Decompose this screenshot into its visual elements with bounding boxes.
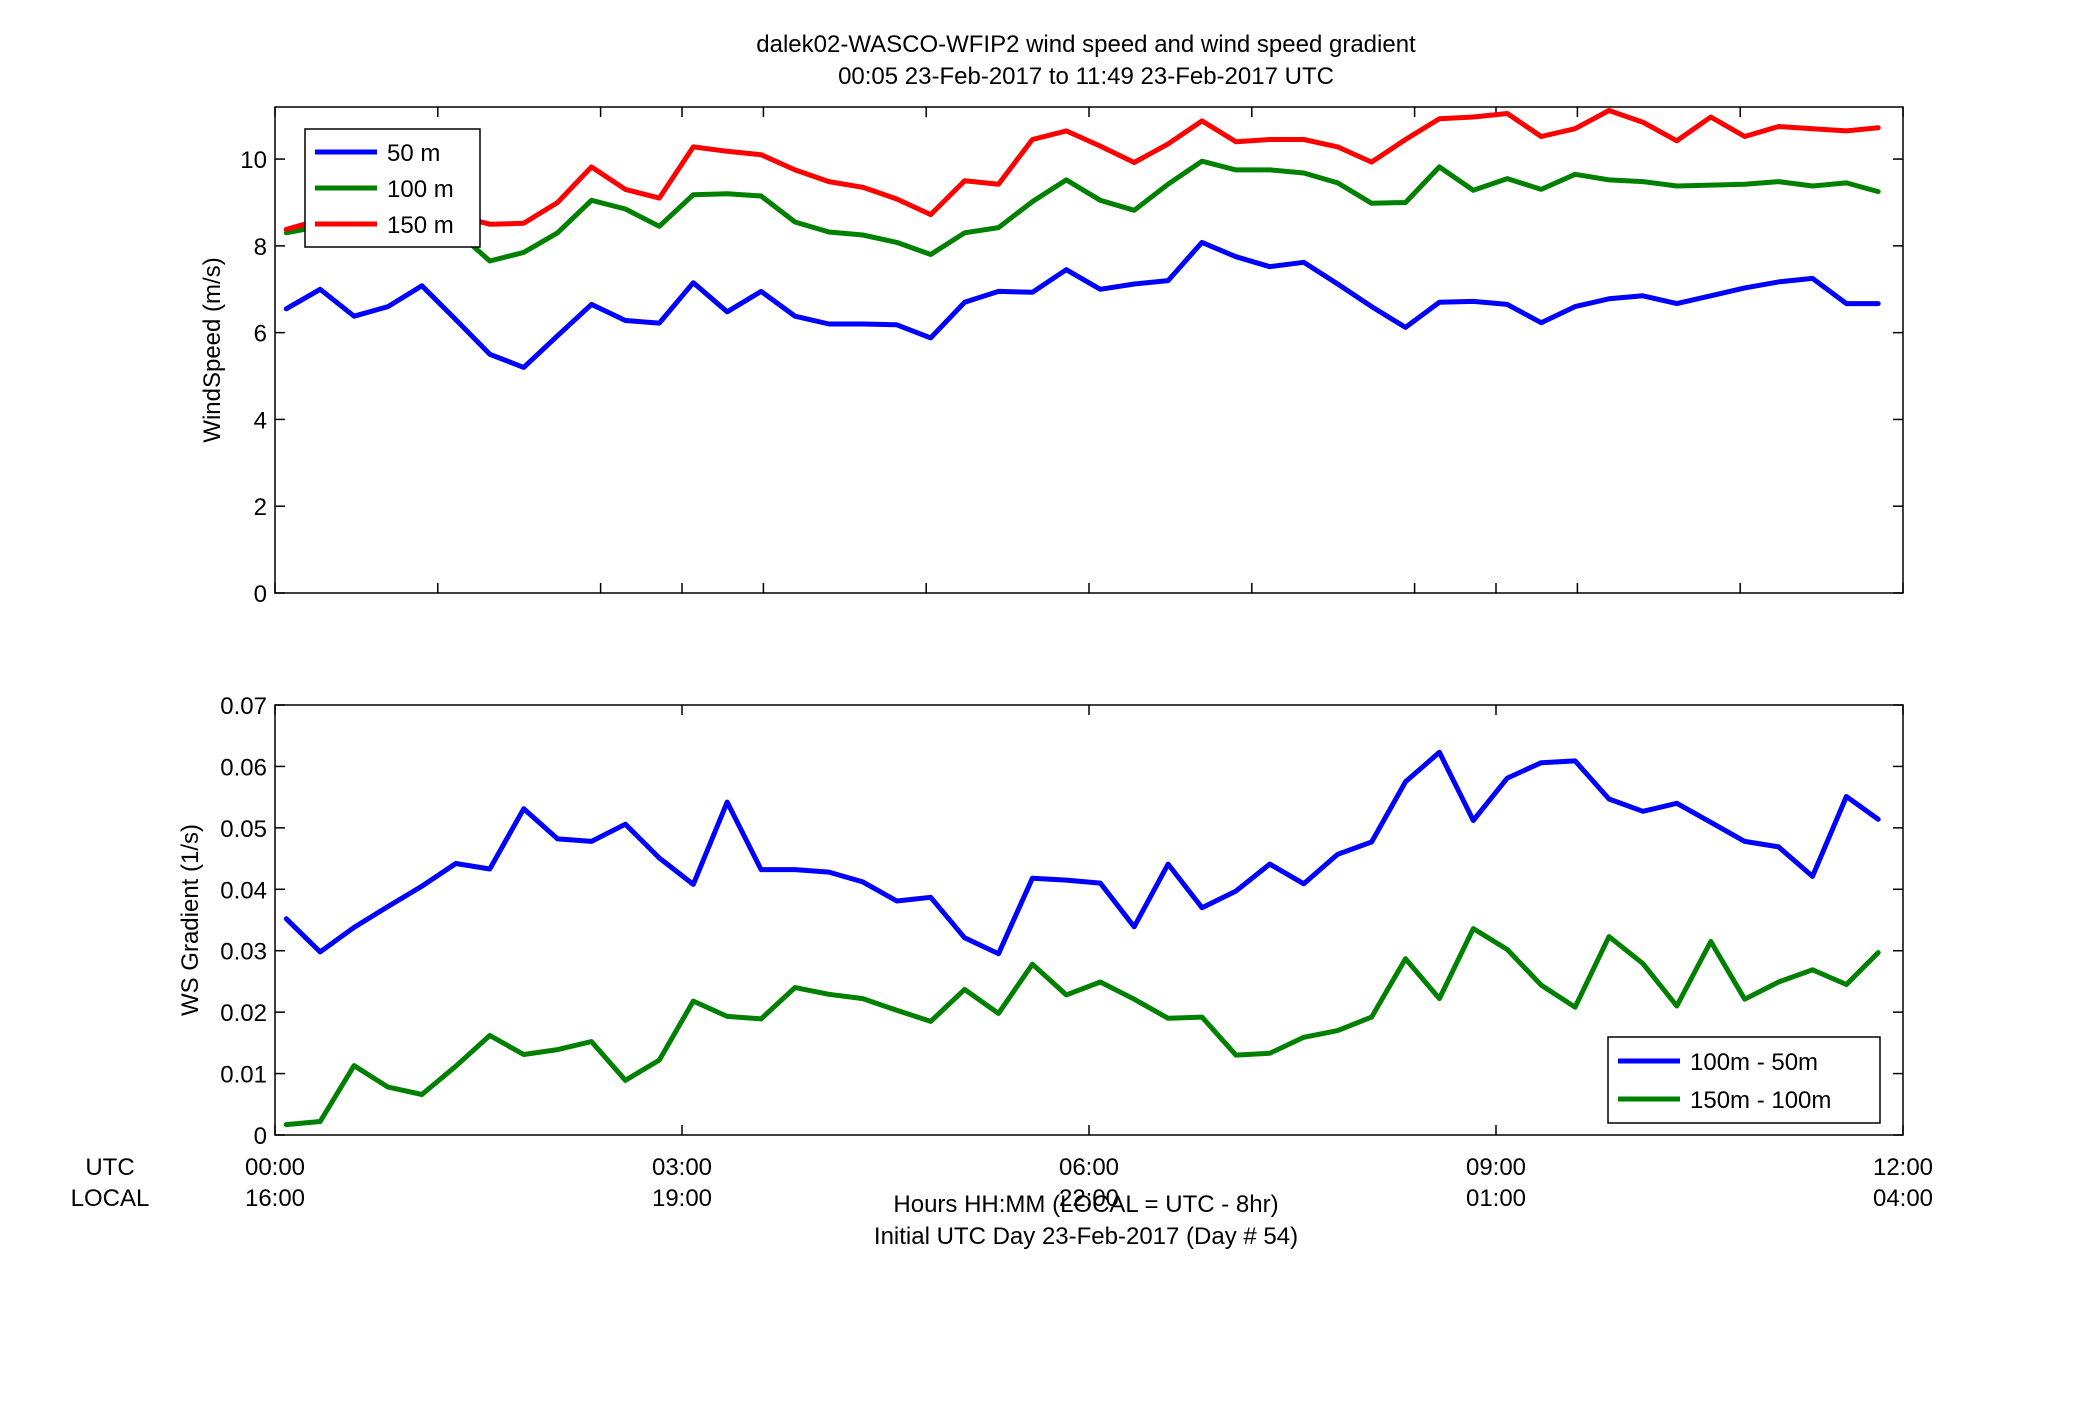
figure-title-line1: dalek02-WASCO-WFIP2 wind speed and wind … xyxy=(756,31,1416,58)
windspeed-ytick-label: 4 xyxy=(254,407,267,434)
windspeed-panel: 0 2 4 6 8 10 WindSpeed (m/s) 50 m 100 m 150 m xyxy=(199,106,1904,608)
gradient-ytick-label: 0.06 xyxy=(220,754,267,781)
legend-label-150m-100m: 150m - 100m xyxy=(1690,1087,1831,1114)
x-axis-label-line1: Hours HH:MM (LOCAL = UTC - 8hr) xyxy=(893,1191,1278,1218)
xtick-label-local: 22:00 xyxy=(1059,1185,1119,1212)
gradient-ytick-label: 0.05 xyxy=(220,816,267,843)
xtick-label-utc: 12:00 xyxy=(1873,1154,1933,1181)
gradient-ytick-label: 0.02 xyxy=(220,1000,267,1027)
figure-title-line2: 00:05 23-Feb-2017 to 11:49 23-Feb-2017 U… xyxy=(838,63,1334,90)
windspeed-y-axis-label: WindSpeed (m/s) xyxy=(199,257,226,442)
gradient-panel: 0 0.01 0.02 0.03 0.04 0.05 0.06 0.07 WS Gradient… xyxy=(177,693,1904,1150)
windspeed-ytick-label: 0 xyxy=(254,581,267,608)
xtick-label-utc: 03:00 xyxy=(652,1154,712,1181)
xtick-label-utc: 00:00 xyxy=(245,1154,305,1181)
xtick-label-local: 04:00 xyxy=(1873,1185,1933,1212)
gradient-ytick-label: 0.03 xyxy=(220,939,267,966)
windspeed-ytick-label: 2 xyxy=(254,494,267,521)
legend-label-100m-50m: 100m - 50m xyxy=(1690,1049,1818,1076)
xtick-label-utc: 06:00 xyxy=(1059,1154,1119,1181)
windspeed-ytick-label: 8 xyxy=(254,234,267,261)
windspeed-ytick-label: 10 xyxy=(240,147,267,174)
windspeed-ytick-label: 6 xyxy=(254,321,267,348)
series-line-150m-100m xyxy=(283,926,1881,1128)
windspeed-legend: 50 m 100 m 150 m xyxy=(304,128,481,248)
row-label-utc: UTC xyxy=(85,1154,134,1181)
series-line-100m-50m xyxy=(283,749,1881,957)
gradient-legend: 100m - 50m 150m - 100m xyxy=(1607,1036,1881,1124)
gradient-ytick-label: 0 xyxy=(254,1123,267,1150)
xtick-label-local: 16:00 xyxy=(245,1185,305,1212)
series-line-100-m xyxy=(283,158,1881,264)
xtick-label-utc: 09:00 xyxy=(1466,1154,1526,1181)
gradient-ytick-label: 0.07 xyxy=(220,693,267,720)
x-axis-label-line2: Initial UTC Day 23-Feb-2017 (Day # 54) xyxy=(874,1223,1298,1250)
legend-label-100-m: 100 m xyxy=(387,176,454,203)
legend-label-50-m: 50 m xyxy=(387,140,440,167)
series-line-50-m xyxy=(283,239,1881,370)
xtick-label-local: 01:00 xyxy=(1466,1185,1526,1212)
gradient-y-axis-label: WS Gradient (1/s) xyxy=(177,824,204,1016)
gradient-ytick-label: 0.01 xyxy=(220,1062,267,1089)
gradient-legend-box xyxy=(1607,1036,1881,1124)
series-line-150-m xyxy=(283,108,1881,232)
legend-label-150-m: 150 m xyxy=(387,212,454,239)
gradient-ytick-label: 0.04 xyxy=(220,877,267,904)
row-label-local: LOCAL xyxy=(71,1185,150,1212)
xtick-label-local: 19:00 xyxy=(652,1185,712,1212)
